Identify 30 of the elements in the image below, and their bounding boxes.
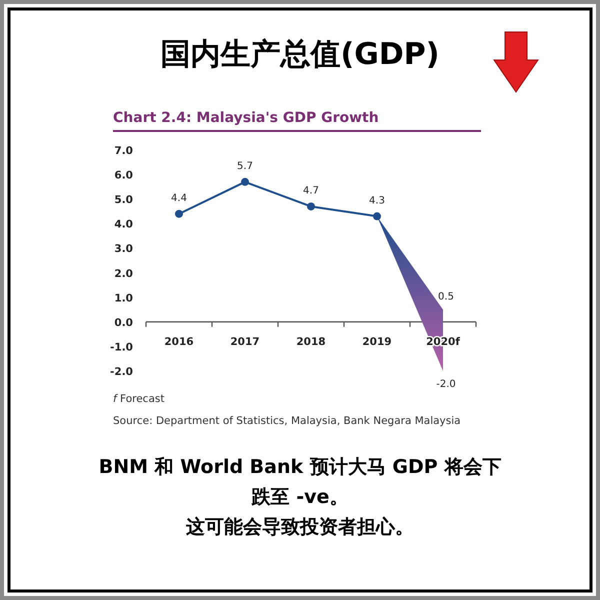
y-tick-label: 3.0 <box>114 243 133 256</box>
y-tick-label: -1.0 <box>110 341 133 354</box>
y-tick-label: 6.0 <box>114 170 133 182</box>
data-label: 4.3 <box>369 195 385 206</box>
y-tick-label: 1.0 <box>114 292 133 304</box>
data-label: 4.4 <box>171 192 187 204</box>
text: f Forecast <box>113 393 164 405</box>
text: 这可能会导致投资者担心。 <box>185 515 415 540</box>
x-tick-label: 2016 <box>164 336 194 348</box>
y-tick-label: 4.0 <box>114 218 133 231</box>
point <box>373 212 381 220</box>
chart-subtitle: Chart 2.4: Malaysia's GDP Growth <box>113 110 379 126</box>
y-tick-label: 2.0 <box>114 268 133 280</box>
x-tick-label: 2018 <box>296 336 326 348</box>
y-tick-label: 5.0 <box>114 194 133 206</box>
text: BNM 和 World Bank 预计大马 GDP 将会下跌至 -ve。 <box>98 455 502 510</box>
point <box>307 202 315 210</box>
point <box>241 178 249 186</box>
x-tick-label: 2017 <box>230 336 260 348</box>
annotation: 0.5 <box>438 292 454 303</box>
source-note: Source: Department of Statistics, Malaysia, Bank Negara Malaysia <box>113 415 461 427</box>
x-tick-label: 2019 <box>362 336 392 348</box>
y-tick-label: 0.0 <box>114 316 133 329</box>
y-tick-label: -2.0 <box>110 366 133 378</box>
data-label: 4.7 <box>303 185 319 196</box>
point <box>175 210 183 218</box>
annotation: -2.0 <box>436 379 456 390</box>
data-label: 5.7 <box>237 160 253 172</box>
chart-title: 国内生产总值(GDP) <box>160 36 440 74</box>
y-tick-label: 7.0 <box>114 145 133 157</box>
